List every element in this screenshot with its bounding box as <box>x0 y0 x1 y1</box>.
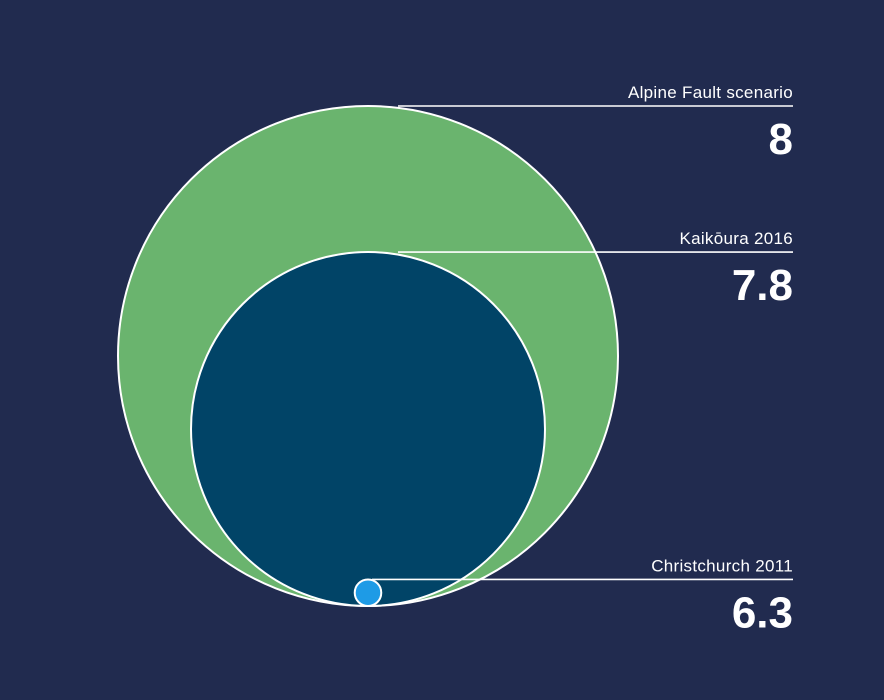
labels-layer: Alpine Fault scenario 8 Kaikōura 2016 7.8 Ch… <box>372 83 793 637</box>
series-label-alpine-fault-scenario: Alpine Fault scenario <box>628 83 793 102</box>
value-label-kaikoura-2016: 7.8 <box>732 261 793 310</box>
series-label-kaikoura-2016: Kaikōura 2016 <box>679 229 793 248</box>
bubble-kaikoura-2016 <box>190 251 546 607</box>
value-label-christchurch-2011: 6.3 <box>732 588 793 637</box>
circles-layer <box>117 105 619 608</box>
value-label-alpine-fault-scenario: 8 <box>769 115 793 164</box>
bubble-christchurch-2011 <box>353 578 383 608</box>
series-label-christchurch-2011: Christchurch 2011 <box>651 556 793 575</box>
